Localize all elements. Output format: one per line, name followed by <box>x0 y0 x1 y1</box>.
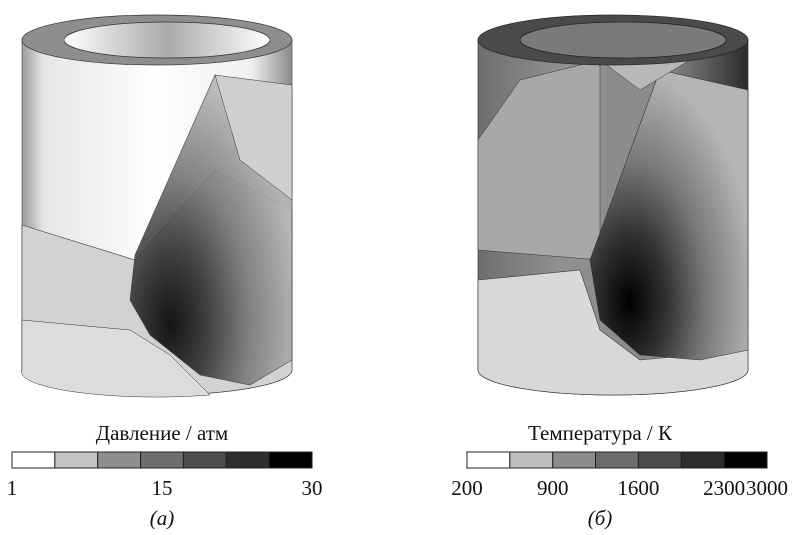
colorbar-swatch <box>638 452 681 468</box>
colorbar-swatch <box>226 452 269 468</box>
tick-label: 2300 <box>703 476 745 500</box>
colorbar-swatch <box>98 452 141 468</box>
colorbar-swatch <box>183 452 226 468</box>
tick-label: 15 <box>152 476 173 500</box>
colorbar-swatch <box>596 452 639 468</box>
colorbar-swatch <box>141 452 184 468</box>
figure: Давление / атм 1 15 30 (а) Температура / К 200… <box>0 0 797 535</box>
tick-label: 1600 <box>617 476 659 500</box>
caption: (а) <box>150 506 175 530</box>
tick-label: 3000 <box>746 476 788 500</box>
tick-label: 200 <box>451 476 483 500</box>
colorbar-swatch <box>724 452 767 468</box>
colorbar-swatch <box>510 452 553 468</box>
tick-label: 1 <box>7 476 18 500</box>
legends: Давление / атм 1 15 30 (а) Температура / К 200… <box>7 421 788 530</box>
legend-title: Давление / атм <box>96 421 228 445</box>
tick-label: 900 <box>537 476 569 500</box>
legend-title: Температура / К <box>528 421 673 445</box>
colorbar-swatch <box>12 452 55 468</box>
pressure-cylinder <box>22 15 292 397</box>
temperature-cylinder <box>478 15 748 395</box>
colorbar-swatch <box>553 452 596 468</box>
tick-label: 30 <box>302 476 323 500</box>
colorbar-swatch <box>55 452 98 468</box>
colorbar-swatch <box>269 452 312 468</box>
colorbar-swatch <box>681 452 724 468</box>
colorbar-swatch <box>467 452 510 468</box>
caption: (б) <box>588 506 613 530</box>
